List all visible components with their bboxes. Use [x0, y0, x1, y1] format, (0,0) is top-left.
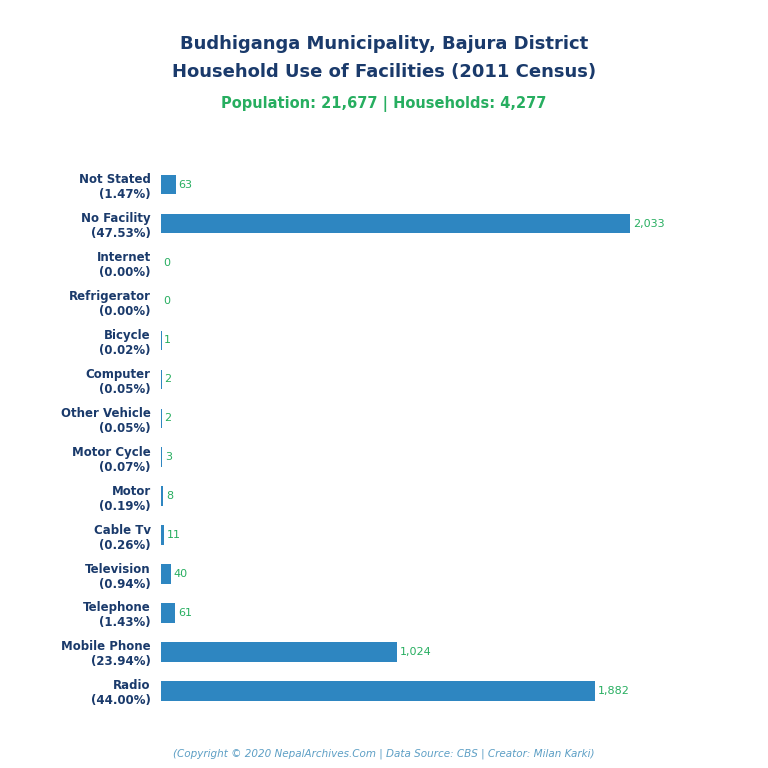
Bar — [161, 525, 164, 545]
Text: 11: 11 — [167, 530, 180, 540]
Bar — [161, 681, 595, 700]
Bar — [161, 175, 176, 194]
Text: 2: 2 — [164, 413, 171, 423]
Text: 8: 8 — [166, 492, 173, 502]
Text: 0: 0 — [163, 257, 170, 267]
Text: 1: 1 — [164, 336, 171, 346]
Text: 0: 0 — [163, 296, 170, 306]
Text: 2,033: 2,033 — [633, 219, 664, 229]
Bar — [161, 486, 163, 506]
Text: 2: 2 — [164, 374, 171, 384]
Text: 61: 61 — [178, 608, 192, 618]
Text: Budhiganga Municipality, Bajura District: Budhiganga Municipality, Bajura District — [180, 35, 588, 52]
Bar — [161, 603, 175, 623]
Text: Population: 21,677 | Households: 4,277: Population: 21,677 | Households: 4,277 — [221, 96, 547, 112]
Text: 63: 63 — [179, 180, 193, 190]
Text: 3: 3 — [165, 452, 172, 462]
Bar — [161, 564, 170, 584]
Text: 1,882: 1,882 — [598, 686, 630, 696]
Bar — [161, 214, 630, 233]
Text: 40: 40 — [174, 569, 187, 579]
Text: Household Use of Facilities (2011 Census): Household Use of Facilities (2011 Census… — [172, 63, 596, 81]
Text: (Copyright © 2020 NepalArchives.Com | Data Source: CBS | Creator: Milan Karki): (Copyright © 2020 NepalArchives.Com | Da… — [174, 748, 594, 759]
Text: 1,024: 1,024 — [400, 647, 432, 657]
Bar — [161, 642, 397, 662]
